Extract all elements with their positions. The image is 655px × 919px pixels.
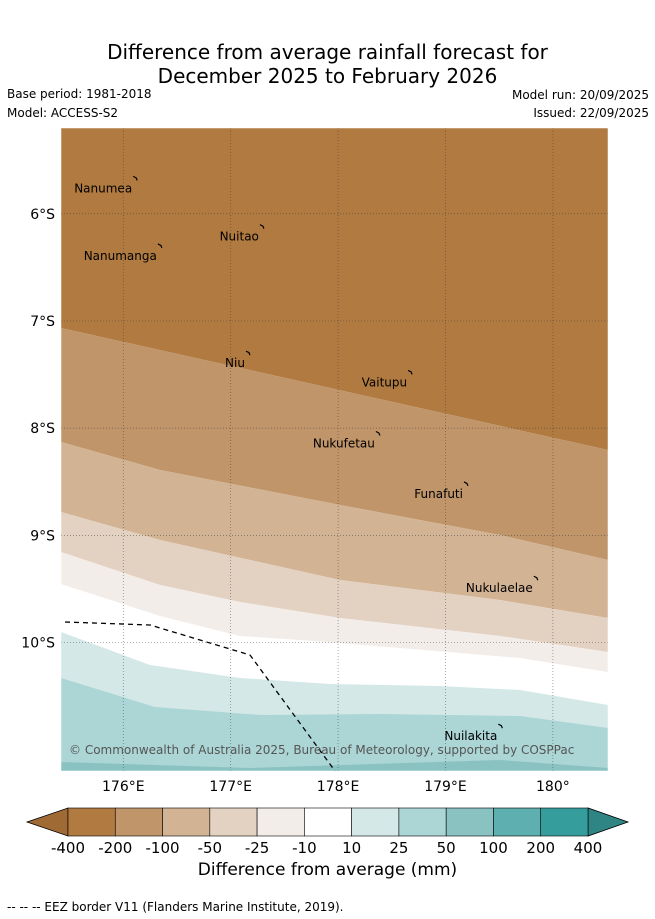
colorbar-swatch-6 [351,807,400,837]
lat-tick-label-1: 7°S [30,314,55,330]
island-shape-2 [157,243,163,249]
model-name: Model: ACCESS-S2 [7,106,119,120]
copyright-notice: © Commonwealth of Australia 2025, Bureau… [69,743,574,757]
island-label-0: Nanumea [74,181,132,195]
eez-footnote: -- -- -- EEZ border V11 (Flanders Marine… [7,900,344,914]
issued-date: Issued: 22/09/2025 [533,106,649,120]
colorbar-tick-8: 50 [437,839,456,857]
colorbar-swatch-9 [493,807,542,837]
colorbar-swatch-8 [445,807,494,837]
colorbar-swatch-2 [162,807,211,837]
island-label-2: Nanumanga [84,249,157,263]
contour-layer [61,128,608,771]
title-line-1: Difference from average rainfall forecas… [107,40,548,64]
lon-tick-label-2: 178°E [317,779,360,795]
colorbar-tick-9: 100 [479,839,508,857]
colorbar-under-arrow [25,807,69,837]
colorbar-tick-10: 200 [526,839,555,857]
island-shape-3 [245,350,251,356]
band-25-to-50 [61,678,608,771]
colorbar-tick-0: -400 [51,839,85,857]
island-label-7: Nukulaelae [466,581,533,595]
lat-tick-label-0: 6°S [30,207,55,223]
lon-tick-label-1: 177°E [209,779,252,795]
island-shape-0 [132,175,138,181]
island-label-3: Niu [225,356,245,370]
lat-tick-label-2: 8°S [30,421,55,437]
band-minus-400-to-minus-200 [61,128,608,450]
band-minus-25-to-minus-10 [61,552,608,672]
island-shape-6 [463,481,469,487]
island-label-8: Nuilakita [444,729,497,743]
colorbar-swatch-7 [398,807,447,837]
graticule [61,128,608,771]
colorbar-swatch-10 [540,807,589,837]
colorbar-tick-1: -200 [98,839,132,857]
island-markers: Nanumea Nuitao Nanumanga Niu Vaitupu Nukufeta… [74,175,539,743]
colorbar-tick-4: -25 [245,839,270,857]
island-label-1: Nuitao [220,230,259,244]
colorbar-swatch-5 [304,807,352,837]
map-frame [60,127,609,772]
colorbar-swatch-4 [256,807,305,837]
colorbar-tick-11: 400 [574,839,603,857]
island-label-5: Nukufetau [313,437,375,451]
eez-border-line [64,621,336,772]
colorbar-tick-2: -100 [146,839,180,857]
band-minus-50-to-minus-25 [61,512,608,652]
band-minus-100-to-minus-50 [61,442,608,618]
island-shape-5 [375,430,381,436]
title-line-2: December 2025 to February 2026 [157,64,498,88]
colorbar-swatch-0 [67,807,116,837]
colorbar-tick-5: -10 [292,839,317,857]
latitude-tick-labels: 6°S 7°S 8°S 9°S 10°S [21,207,55,652]
band-50-to-100 [61,760,608,771]
colorbar-tick-6: 10 [342,839,361,857]
lon-tick-label-3: 179°E [424,779,467,795]
longitude-tick-labels: 176°E 177°E 178°E 179°E 180° [102,779,570,795]
model-run: Model run: 20/09/2025 [511,88,649,102]
colorbar-swatch-1 [114,807,163,837]
island-label-4: Vaitupu [362,375,408,389]
island-label-6: Funafuti [414,487,463,501]
colorbar: -400 -200 -100 -50 -25 -10 10 25 50 100 200 400 [25,807,630,857]
island-shape-4 [407,369,413,375]
lat-tick-label-3: 9°S [30,528,55,544]
band-minus-200-to-minus-100 [61,328,608,560]
map-figure: Nanumea Nuitao Nanumanga Niu Vaitupu Nukufeta… [21,127,630,857]
colorbar-over-arrow [587,807,630,837]
chart-title: Difference from average rainfall forecas… [0,40,655,88]
lon-tick-label-4: 180° [536,779,570,795]
base-period: Base period: 1981-2018 [7,87,152,101]
island-shape-7 [533,575,539,581]
colorbar-tick-3: -50 [198,839,223,857]
island-shape-8 [498,723,503,729]
colorbar-tick-7: 25 [389,839,408,857]
colorbar-swatch-3 [209,807,258,837]
island-shape-1 [259,224,265,229]
colorbar-label: Difference from average (mm) [197,860,458,880]
lat-tick-label-4: 10°S [21,636,55,652]
lon-tick-label-0: 176°E [102,779,145,795]
